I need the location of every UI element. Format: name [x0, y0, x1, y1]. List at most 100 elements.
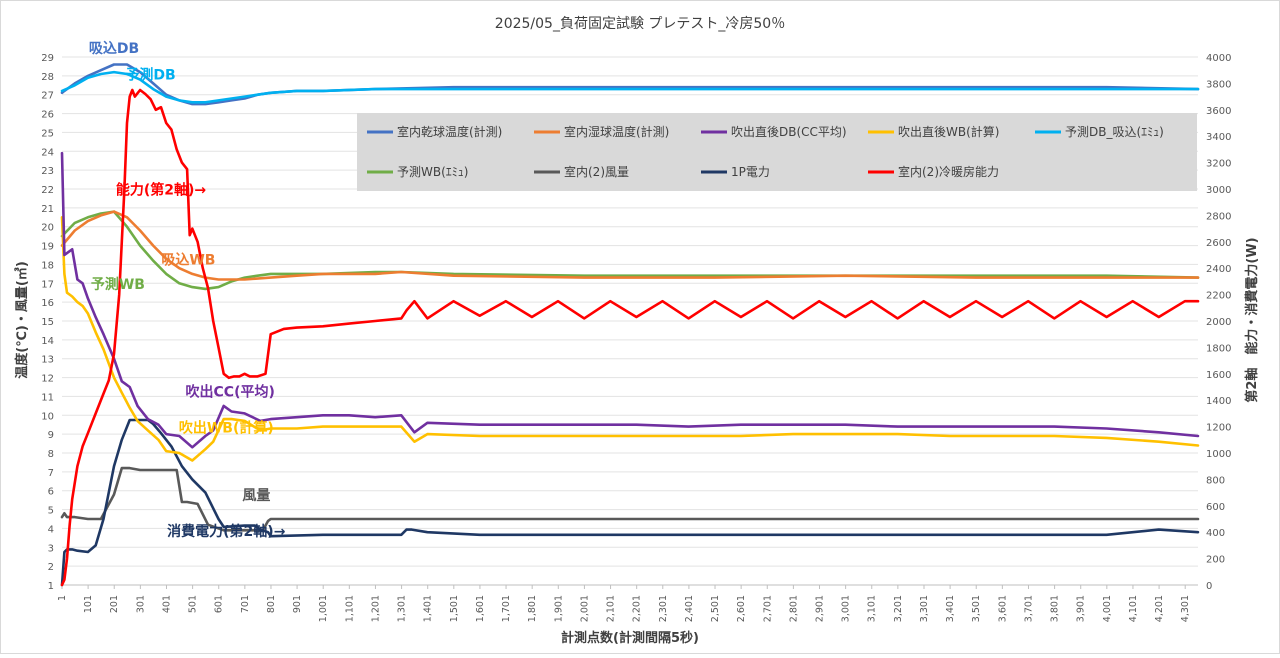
- y-right-tick-label: 2600: [1206, 238, 1231, 249]
- y-right-tick-label: 2800: [1206, 211, 1231, 222]
- y-axis-left-ticks: 1234567891011121314151617181920212223242…: [41, 53, 54, 592]
- x-tick-label: 2,701: [762, 595, 773, 622]
- y-right-tick-label: 200: [1206, 555, 1225, 566]
- y-right-tick-label: 3600: [1206, 106, 1231, 117]
- x-tick-label: 4,101: [1128, 595, 1139, 622]
- annotation-label: 予測WB: [91, 276, 145, 293]
- y-left-tick-label: 7: [48, 468, 54, 479]
- legend-label: 吹出直後DB(CC平均): [731, 125, 847, 139]
- x-tick-label: 2,801: [788, 595, 799, 622]
- x-tick-label: 1,001: [318, 595, 329, 622]
- legend-label: 室内湿球温度(計測): [564, 124, 669, 139]
- annotation-label: 予測DB: [125, 67, 175, 84]
- series-line: [60, 418, 1200, 587]
- x-tick-label: 801: [266, 595, 277, 613]
- y-left-tick-label: 3: [48, 543, 54, 554]
- x-tick-label: 401: [161, 595, 172, 613]
- x-tick-label: 4,201: [1154, 595, 1165, 622]
- y-left-tick-label: 11: [41, 392, 54, 403]
- series-line: [60, 466, 1200, 532]
- x-tick-label: 3,401: [945, 595, 956, 622]
- x-tick-label: 1,601: [475, 595, 486, 622]
- y-left-tick-label: 6: [48, 487, 54, 498]
- x-tick-label: 3,701: [1023, 595, 1034, 622]
- legend-entries: 室内乾球温度(計測) 室内湿球温度(計測) 吹出直後DB(CC平均) 吹出直後WB(計…: [367, 124, 1164, 179]
- y-right-tick-label: 1200: [1206, 423, 1231, 434]
- y-left-tick-label: 12: [41, 374, 54, 385]
- y-left-tick-label: 2: [48, 562, 54, 573]
- y-left-tick-label: 9: [48, 430, 54, 441]
- x-axis-label: 計測点数(計測間隔5秒): [561, 630, 699, 646]
- y-left-tick-label: 17: [41, 279, 54, 290]
- series-line: [60, 70, 1200, 104]
- y-left-tick-label: 15: [41, 317, 54, 328]
- y-right-tick-label: 0: [1206, 581, 1212, 592]
- y-right-tick-label: 1400: [1206, 396, 1231, 407]
- y-left-tick-label: 8: [48, 449, 54, 460]
- x-tick-label: 3,801: [1050, 595, 1061, 622]
- x-tick-label: 2,201: [632, 595, 643, 622]
- y-right-tick-label: 800: [1206, 475, 1225, 486]
- x-tick-label: 3,101: [867, 595, 878, 622]
- y-left-tick-label: 13: [41, 355, 54, 366]
- y-left-tick-label: 27: [41, 91, 54, 102]
- x-tick-label: 3,501: [971, 595, 982, 622]
- x-tick-label: 901: [292, 595, 303, 613]
- y-left-tick-label: 26: [41, 110, 54, 121]
- x-tick-label: 3,301: [919, 595, 930, 622]
- y-right-tick-label: 2200: [1206, 291, 1231, 302]
- x-tick-label: 1,801: [527, 595, 538, 622]
- legend: [357, 113, 1197, 191]
- y-right-tick-label: 3200: [1206, 159, 1231, 170]
- x-tick-label: 701: [240, 595, 251, 613]
- y-left-tick-label: 19: [41, 242, 54, 253]
- x-tick-label: 3,001: [841, 595, 852, 622]
- y-right-tick-label: 1800: [1206, 343, 1231, 354]
- y-right-tick-label: 4000: [1206, 53, 1231, 64]
- annotation-label: 消費電力(第2軸)→: [167, 523, 286, 540]
- legend-label: 1P電力: [731, 165, 770, 179]
- y-right-tick-label: 3000: [1206, 185, 1231, 196]
- y-axis-right-ticks: 0 200 400 600 800 1000 1200 1400 1600 1800 2000 220…: [1206, 53, 1231, 592]
- x-tick-label: 2,401: [684, 595, 695, 622]
- annotation-label: 風量: [242, 488, 270, 504]
- x-tick-label: 2,501: [710, 595, 721, 622]
- y-left-tick-label: 23: [41, 166, 54, 177]
- series-line: [60, 216, 1200, 462]
- y-left-tick-label: 25: [41, 128, 54, 139]
- y-axis-left-label: 温度(℃)・風量(㎥): [14, 261, 30, 379]
- x-tick-label: 1,301: [397, 595, 408, 622]
- x-tick-label: 1,401: [423, 595, 434, 622]
- y-left-tick-label: 20: [41, 223, 54, 234]
- x-tick-label: 201: [109, 595, 120, 613]
- legend-label: 室内(2)風量: [564, 164, 629, 179]
- annotation-label: 吸込DB: [89, 40, 139, 57]
- x-tick-label: 601: [214, 595, 225, 613]
- legend-label: 予測WB(ｴﾐｭ): [397, 165, 468, 179]
- y-right-tick-label: 600: [1206, 502, 1225, 513]
- x-tick-label: 4,001: [1102, 595, 1113, 622]
- y-right-tick-label: 2400: [1206, 264, 1231, 275]
- x-tick-label: 1,201: [370, 595, 381, 622]
- annotation-label: 能力(第2軸)→: [116, 182, 207, 199]
- x-tick-label: 2,001: [579, 595, 590, 622]
- legend-label: 吹出直後WB(計算): [898, 124, 999, 139]
- y-left-tick-label: 18: [41, 260, 54, 271]
- series-line: [60, 88, 1200, 587]
- y-left-tick-label: 1: [48, 581, 54, 592]
- series-line: [60, 151, 1200, 449]
- y-left-tick-label: 10: [41, 411, 54, 422]
- x-tick-label: 1,101: [344, 595, 355, 622]
- y-right-tick-label: 1600: [1206, 370, 1231, 381]
- y-left-tick-label: 24: [41, 147, 54, 158]
- x-tick-label: 1,501: [449, 595, 460, 622]
- chart-title: 2025/05_負荷固定試験 プレテスト_冷房50％: [495, 16, 785, 32]
- y-left-tick-label: 28: [41, 72, 54, 83]
- x-axis-ticks: 1 101 201 301 401 501 601 701 801 901 1,001 1,101 1,…: [57, 585, 1191, 622]
- annotation-label: 吹出WB(計算): [179, 419, 274, 436]
- x-tick-label: 101: [83, 595, 94, 613]
- x-tick-label: 3,901: [1076, 595, 1087, 622]
- x-tick-label: 1,901: [553, 595, 564, 622]
- series-line: [60, 63, 1200, 106]
